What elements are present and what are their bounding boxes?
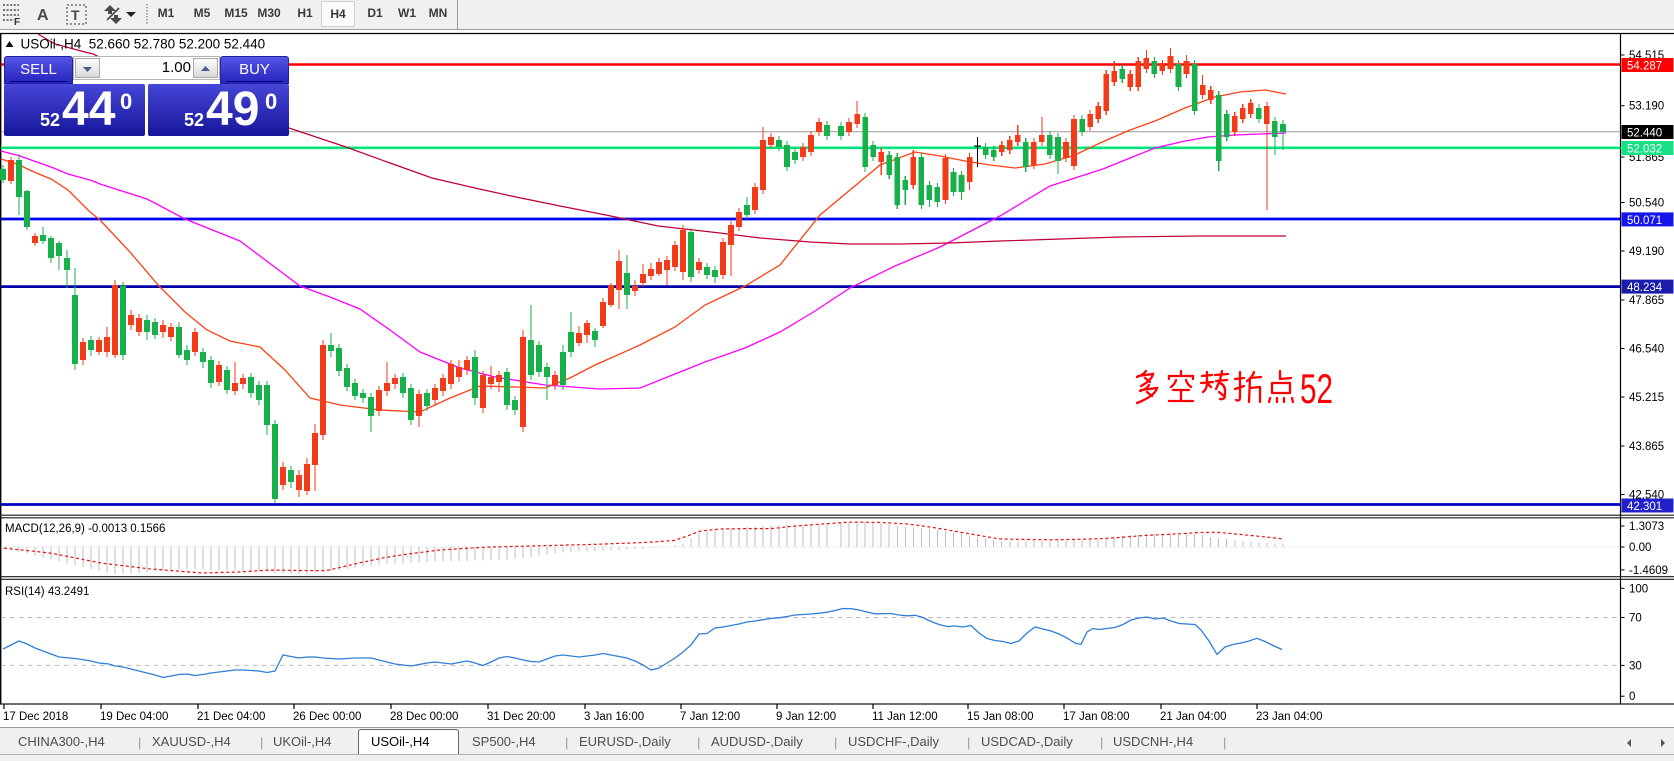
- svg-text:43.865: 43.865: [1629, 441, 1664, 453]
- svg-text:A: A: [37, 7, 49, 24]
- svg-text:49.190: 49.190: [1629, 246, 1664, 258]
- svg-text:-1.4609: -1.4609: [1629, 565, 1668, 577]
- svg-text:23 Jan 04:00: 23 Jan 04:00: [1256, 711, 1323, 723]
- svg-text:45.215: 45.215: [1629, 392, 1664, 404]
- svg-text:52: 52: [1300, 365, 1333, 412]
- svg-text:USOil-,H4 52.660 52.780 52.20: USOil-,H4 52.660 52.780 52.200 52.440: [21, 37, 266, 52]
- svg-text:26 Dec 00:00: 26 Dec 00:00: [293, 711, 361, 723]
- svg-text:100: 100: [1629, 583, 1648, 595]
- svg-text:17 Jan 08:00: 17 Jan 08:00: [1063, 711, 1130, 723]
- svg-text:50.071: 50.071: [1627, 215, 1662, 227]
- svg-text:48.234: 48.234: [1627, 282, 1663, 294]
- svg-text:11 Jan 12:00: 11 Jan 12:00: [872, 711, 938, 723]
- svg-text:30: 30: [1629, 660, 1642, 672]
- svg-text:19 Dec 04:00: 19 Dec 04:00: [100, 711, 168, 723]
- svg-text:53.190: 53.190: [1629, 101, 1664, 113]
- svg-text:9 Jan 12:00: 9 Jan 12:00: [776, 711, 836, 723]
- svg-text:50.540: 50.540: [1629, 198, 1664, 210]
- svg-text:MACD(12,26,9) -0.0013 0.1566: MACD(12,26,9) -0.0013 0.1566: [5, 523, 165, 535]
- svg-text:3 Jan 16:00: 3 Jan 16:00: [584, 711, 644, 723]
- svg-text:42.301: 42.301: [1627, 501, 1662, 513]
- svg-text:47.865: 47.865: [1629, 295, 1664, 307]
- svg-text:28 Dec 00:00: 28 Dec 00:00: [390, 711, 458, 723]
- svg-text:0.00: 0.00: [1629, 542, 1651, 554]
- svg-text:RSI(14) 43.2491: RSI(14) 43.2491: [5, 586, 89, 598]
- svg-text:15 Jan 08:00: 15 Jan 08:00: [967, 711, 1034, 723]
- svg-text:7 Jan 12:00: 7 Jan 12:00: [680, 711, 740, 723]
- svg-text:21 Dec 04:00: 21 Dec 04:00: [197, 711, 265, 723]
- svg-text:46.540: 46.540: [1629, 344, 1664, 356]
- svg-text:T: T: [71, 7, 80, 23]
- svg-text:70: 70: [1629, 613, 1642, 625]
- svg-text:54.287: 54.287: [1627, 61, 1662, 73]
- svg-text:1.3073: 1.3073: [1629, 521, 1664, 533]
- svg-text:21 Jan 04:00: 21 Jan 04:00: [1160, 711, 1227, 723]
- svg-text:0: 0: [1629, 691, 1635, 703]
- svg-text:52.032: 52.032: [1627, 144, 1662, 156]
- svg-text:31 Dec 20:00: 31 Dec 20:00: [487, 711, 555, 723]
- svg-text:F: F: [14, 17, 20, 28]
- svg-text:17 Dec 2018: 17 Dec 2018: [3, 711, 68, 723]
- svg-text:52.440: 52.440: [1627, 128, 1662, 140]
